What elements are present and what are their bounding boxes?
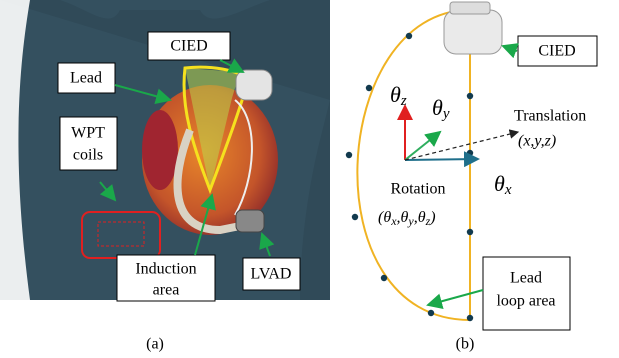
cied-label: CIED xyxy=(538,43,575,60)
lvad-label: LVAD xyxy=(251,266,292,283)
cied-device xyxy=(236,70,272,100)
caption: (b) xyxy=(456,336,475,353)
panel-a: CIED Lead WPT coils Induction area LVAD … xyxy=(0,0,330,353)
panel-b: CIED θz θy θx Translation (x,y,z) Rotati… xyxy=(346,2,597,353)
lead-loop-label: Lead xyxy=(510,270,542,287)
cied-label: CIED xyxy=(170,38,207,55)
induction-label: Induction xyxy=(135,261,196,278)
rotation-text: ,θ xyxy=(397,209,409,226)
theta-y: θy xyxy=(432,95,450,122)
cied-device xyxy=(444,10,502,54)
lead-loop-label: loop area xyxy=(496,293,555,310)
translation-params: (x,y,z) xyxy=(518,133,556,150)
rotation-text: ) xyxy=(429,209,435,226)
arrow xyxy=(503,46,517,51)
x-axis xyxy=(405,159,478,160)
rotation-label: Rotation xyxy=(390,181,445,198)
lead-loop xyxy=(357,10,470,320)
arrow xyxy=(428,290,483,305)
wpt-label: WPT xyxy=(71,125,105,142)
rotation-text: ,θ xyxy=(414,209,426,226)
induction-label: area xyxy=(153,282,180,299)
cied-header xyxy=(450,2,490,14)
figure: CIED Lead WPT coils Induction area LVAD … xyxy=(0,0,619,358)
theta-x: θx xyxy=(494,171,512,198)
translation-label: Translation xyxy=(514,108,586,125)
lead-label: Lead xyxy=(70,70,102,87)
lead-dots xyxy=(346,33,473,321)
heart-vessel xyxy=(142,110,178,190)
caption: (a) xyxy=(146,336,164,353)
rotation-params: (θx,θy,θz) xyxy=(378,209,436,228)
wpt-label: coils xyxy=(73,147,103,164)
theta-z: θz xyxy=(390,82,407,109)
rotation-text: (θ xyxy=(378,209,391,226)
lvad-device xyxy=(236,210,264,232)
